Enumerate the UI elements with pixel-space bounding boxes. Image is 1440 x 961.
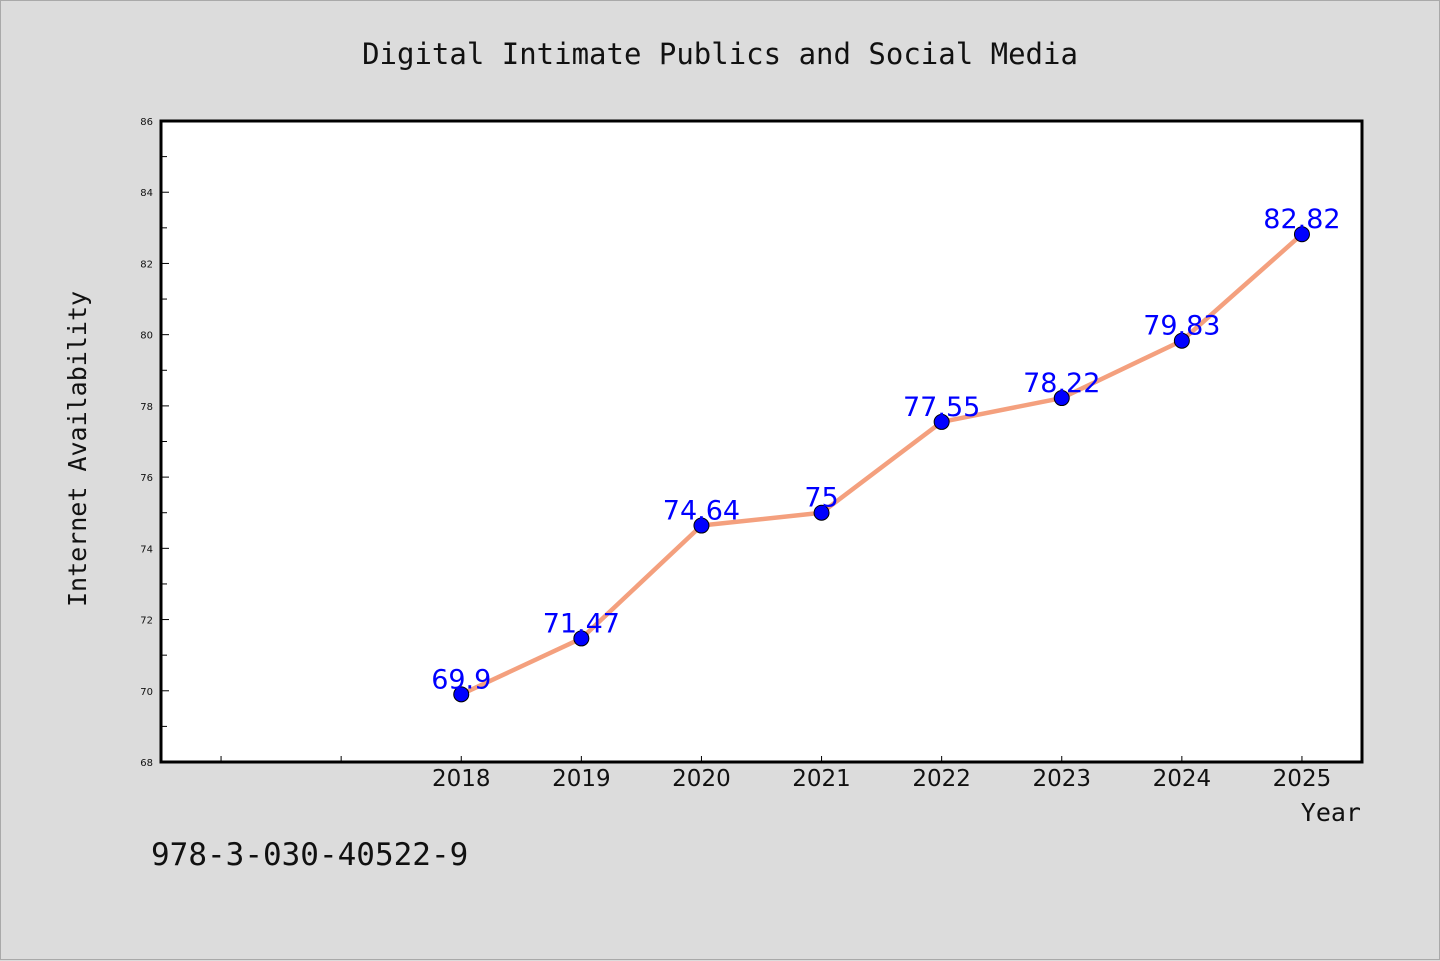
data-point xyxy=(1053,390,1070,407)
data-label: 71.47 xyxy=(543,608,620,639)
series-markers xyxy=(453,226,1310,703)
data-point xyxy=(693,517,710,534)
isbn-footnote: 978-3-030-40522-9 xyxy=(151,837,468,873)
y-tick-label: 86 xyxy=(140,117,153,128)
x-tick-label: 2019 xyxy=(552,766,611,792)
data-point xyxy=(813,504,830,521)
x-axis: 2018 2019 2020 2021 2022 2023 2024 2025 xyxy=(220,756,1332,792)
data-label: 75 xyxy=(804,483,838,514)
data-point xyxy=(933,413,950,430)
x-tick-label: 2022 xyxy=(912,766,971,792)
plot-area xyxy=(159,119,1364,764)
x-tick-label: 2020 xyxy=(672,766,731,792)
data-point xyxy=(453,686,470,703)
y-tick-label: 78 xyxy=(140,402,153,413)
x-tick-label: 2025 xyxy=(1273,766,1332,792)
data-labels: 69.9 71.47 74.64 75 77.55 78.22 79.83 82.82 xyxy=(431,204,1340,695)
x-tick-label: 2021 xyxy=(792,766,851,792)
y-tick-label: 84 xyxy=(140,188,153,199)
series-line-path xyxy=(459,231,1305,697)
y-tick-label: 76 xyxy=(140,473,153,484)
y-tick-label: 82 xyxy=(140,259,153,270)
data-point xyxy=(1293,226,1310,243)
x-tick-label: 2018 xyxy=(432,766,491,792)
y-tick-label: 80 xyxy=(140,331,153,342)
x-tick-label: 2023 xyxy=(1032,766,1091,792)
y-tick-label: 68 xyxy=(140,758,153,769)
data-label: 79.83 xyxy=(1143,311,1220,342)
data-point xyxy=(1173,332,1190,349)
x-tick-label: 2024 xyxy=(1153,766,1212,792)
data-label: 74.64 xyxy=(663,496,740,527)
y-tick-label: 74 xyxy=(140,544,153,555)
data-label: 69.9 xyxy=(431,664,491,695)
data-label: 77.55 xyxy=(903,392,980,423)
y-tick-label: 72 xyxy=(140,616,153,627)
x-axis-label: Year xyxy=(1301,798,1361,827)
data-point xyxy=(573,630,590,647)
y-axis: 68 70 72 74 76 78 80 82 84 86 xyxy=(140,117,169,769)
y-axis-label: Internet Availability xyxy=(63,291,92,607)
data-label: 82.82 xyxy=(1263,204,1340,235)
series-line xyxy=(459,231,1305,697)
chart-title: Digital Intimate Publics and Social Medi… xyxy=(362,37,1078,71)
data-label: 78.22 xyxy=(1023,368,1100,399)
y-tick-label: 70 xyxy=(140,687,153,698)
